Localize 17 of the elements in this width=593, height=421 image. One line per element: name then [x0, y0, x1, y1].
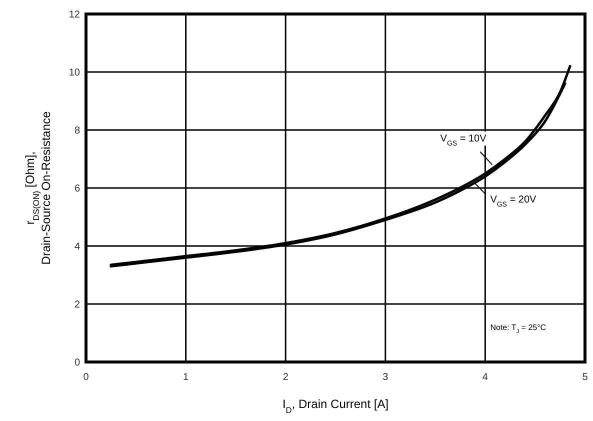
- y-tick-label: 10: [68, 68, 80, 78]
- x-tick-label: 1: [183, 372, 190, 383]
- legend-label: V$_{GS}$ = 20V: [490, 194, 537, 208]
- y-tick-label: 12: [68, 10, 80, 20]
- y-tick-label: 0: [74, 358, 80, 368]
- y-tick-label: 8: [74, 126, 80, 136]
- y-tick-label: 6: [74, 184, 80, 194]
- x-tick-label: 2: [282, 372, 289, 383]
- x-tick-label: 5: [582, 372, 588, 383]
- text: V$_{GS}$ = 10V: [440, 134, 487, 148]
- y-tick-label: 2: [74, 300, 80, 310]
- y-tick-label: 4: [74, 242, 80, 252]
- annotation: Note: T$_{J}$ = 25°C: [490, 323, 546, 336]
- x-axis-title: I$_{D}$, Drain Current [A]: [282, 397, 389, 415]
- x-tick-label: 4: [482, 372, 488, 383]
- x-tick-label: 3: [382, 372, 389, 383]
- x-tick-label: 0: [83, 372, 90, 383]
